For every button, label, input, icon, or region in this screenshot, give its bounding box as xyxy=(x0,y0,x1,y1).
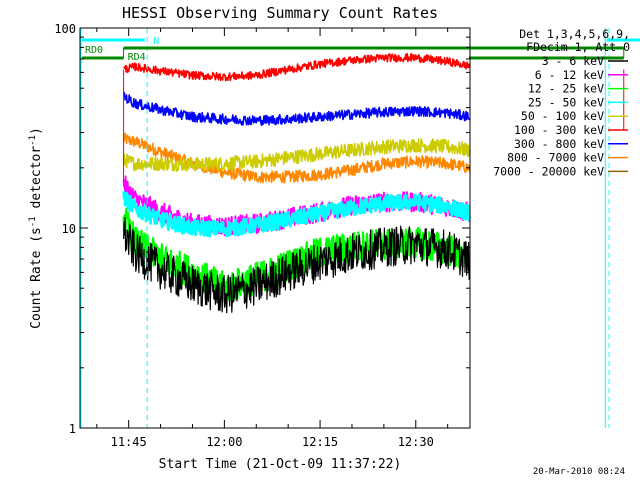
x-axis-title: Start Time (21-Oct-09 11:37:22) xyxy=(159,457,402,472)
overlay-layer: N RD0 RD4 xyxy=(80,28,640,428)
x-tick-label: 12:00 xyxy=(206,435,242,449)
y-tick-label: 1 xyxy=(69,422,76,436)
saa-label: N xyxy=(153,36,159,47)
legend-label-7000-20000-kev: 7000 - 20000 keV xyxy=(493,164,604,178)
y-axis-title-sup2: -1 xyxy=(28,135,38,146)
series-line-3-6-kev xyxy=(123,216,471,314)
axis-layer: 11:45 12:00 12:15 12:30 1 10 100 xyxy=(54,22,470,449)
y-axis-title-part2: detector xyxy=(29,146,44,217)
legend-label-50-100-kev: 50 - 100 keV xyxy=(521,109,604,123)
series-line-25-50-kev xyxy=(122,191,471,238)
y-tick-label: 100 xyxy=(54,22,76,36)
y-axis-title-sup1: -1 xyxy=(28,216,38,227)
legend-header-1: Det 1,3,4,5,6,9, xyxy=(519,27,630,41)
y-axis-title: Count Rate (s-1 detector-1) xyxy=(28,127,44,329)
legend-label-800-7000-kev: 800 - 7000 keV xyxy=(507,151,604,165)
footer-timestamp: 20-Mar-2010 08:24 xyxy=(533,467,625,477)
rd4-label: RD4 xyxy=(128,52,146,63)
legend-label-6-12-kev: 6 - 12 keV xyxy=(535,68,604,82)
y-axis-title-part3: ) xyxy=(29,127,44,135)
y-tick-label: 10 xyxy=(62,222,76,236)
series-line-800-7000-kev xyxy=(122,132,471,184)
legend-label-100-300-kev: 100 - 300 keV xyxy=(514,123,604,137)
x-tick-label: 12:15 xyxy=(302,435,338,449)
legend: Det 1,3,4,5,6,9, FDecim 1, Att 0 3 - 6 k… xyxy=(493,27,630,178)
legend-label-300-800-kev: 300 - 800 keV xyxy=(514,137,604,151)
x-tick-label: 11:45 xyxy=(111,435,147,449)
y-axis-title-part1: Count Rate (s xyxy=(29,227,44,329)
chart-title: HESSI Observing Summary Count Rates xyxy=(122,4,438,22)
legend-label-3-6-kev: 3 - 6 keV xyxy=(542,54,604,68)
legend-label-12-25-kev: 12 - 25 keV xyxy=(528,82,604,96)
legend-label-25-50-kev: 25 - 50 keV xyxy=(528,95,604,109)
series-line-300-800-kev xyxy=(122,91,471,126)
legend-header-2: FDecim 1, Att 0 xyxy=(526,40,630,54)
data-layer xyxy=(122,53,471,314)
series-line-50-100-kev xyxy=(122,138,471,172)
series-line-100-300-kev xyxy=(123,53,471,82)
rd0-label: RD0 xyxy=(85,45,103,56)
x-tick-label: 12:30 xyxy=(398,435,434,449)
